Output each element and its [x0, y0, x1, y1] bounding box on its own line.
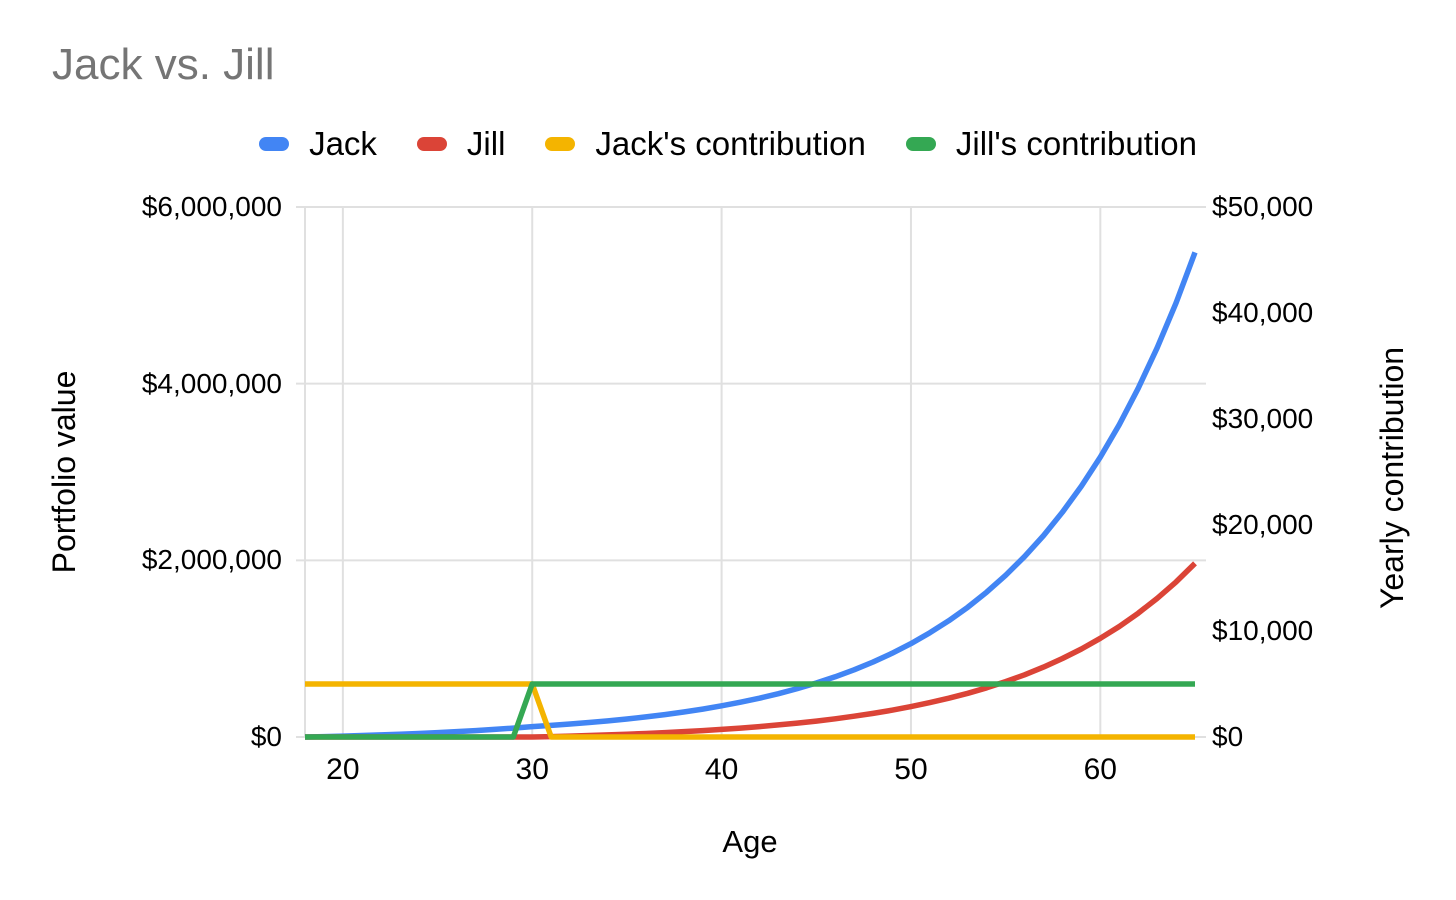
x-tick-label: 20 [326, 753, 360, 786]
legend-swatch-icon [905, 137, 936, 151]
series-line-jack [304, 251, 1198, 740]
legend-swatch-icon [259, 137, 290, 151]
y-right-tick-label: $10,000 [1212, 615, 1314, 646]
x-tick-label: 60 [1083, 753, 1117, 786]
legend-label: Jack's contribution [595, 125, 866, 162]
y-right-tick-label: $0 [1212, 721, 1244, 752]
legend: Jack Jill Jack's contribution Jill's contri… [0, 125, 1456, 163]
y-left-tick-label: $0 [250, 721, 282, 752]
legend-item-jill-s-contribution: Jill's contribution [905, 125, 1197, 163]
legend-label: Jack [309, 125, 377, 162]
y-left-tick-label: $6,000,000 [141, 191, 282, 222]
y-right-tick-label: $40,000 [1212, 297, 1314, 328]
series-line-jack-s-contribution [305, 681, 1195, 740]
y-left-tick-label: $2,000,000 [141, 544, 282, 576]
legend-swatch-icon [416, 137, 447, 151]
x-tick-label: 40 [704, 753, 739, 786]
legend-item-jill: Jill [416, 125, 506, 163]
legend-label: Jill's contribution [955, 125, 1197, 162]
y-left-tick-label: $4,000,000 [141, 367, 282, 399]
y-right-tick-label: $20,000 [1212, 509, 1314, 540]
x-axis-title: Age [722, 824, 778, 859]
series-line-jill [305, 561, 1197, 740]
series-line-jill-s-contribution [305, 681, 1195, 740]
y-right-tick-label: $50,000 [1212, 191, 1314, 222]
legend-swatch-icon [545, 137, 576, 151]
chart-title: Jack vs. Jill [52, 40, 275, 89]
legend-item-jack: Jack [259, 125, 377, 163]
y-axis-right-title: Yearly contribution [1374, 346, 1410, 610]
legend-label: Jill [466, 125, 506, 162]
x-tick-label: 50 [894, 753, 928, 786]
legend-item-jack-s-contribution: Jack's contribution [545, 125, 866, 163]
y-axis-left-title: Portfolio value [46, 370, 82, 574]
x-tick-label: 30 [515, 753, 549, 786]
y-right-tick-label: $30,000 [1212, 403, 1314, 434]
